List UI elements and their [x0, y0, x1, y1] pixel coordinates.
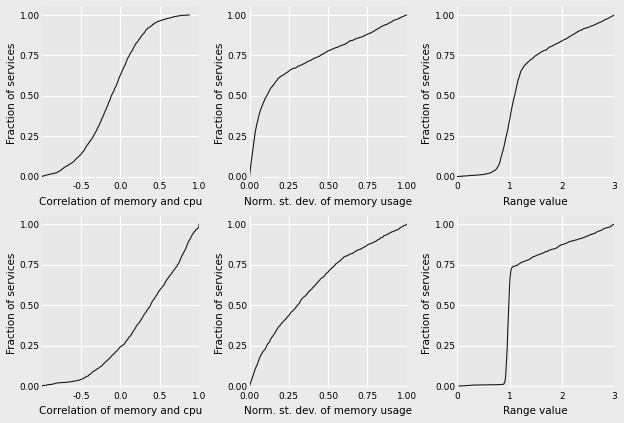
Y-axis label: Fraction of services: Fraction of services — [215, 252, 225, 354]
Y-axis label: Fraction of services: Fraction of services — [422, 43, 432, 144]
X-axis label: Correlation of memory and cpu: Correlation of memory and cpu — [39, 406, 202, 416]
X-axis label: Range value: Range value — [504, 197, 568, 207]
Y-axis label: Fraction of services: Fraction of services — [7, 43, 17, 144]
X-axis label: Range value: Range value — [504, 406, 568, 416]
X-axis label: Norm. st. dev. of memory usage: Norm. st. dev. of memory usage — [244, 197, 412, 207]
X-axis label: Correlation of memory and cpu: Correlation of memory and cpu — [39, 197, 202, 207]
Y-axis label: Fraction of services: Fraction of services — [7, 252, 17, 354]
Y-axis label: Fraction of services: Fraction of services — [215, 43, 225, 144]
X-axis label: Norm. st. dev. of memory usage: Norm. st. dev. of memory usage — [244, 406, 412, 416]
Y-axis label: Fraction of services: Fraction of services — [422, 252, 432, 354]
